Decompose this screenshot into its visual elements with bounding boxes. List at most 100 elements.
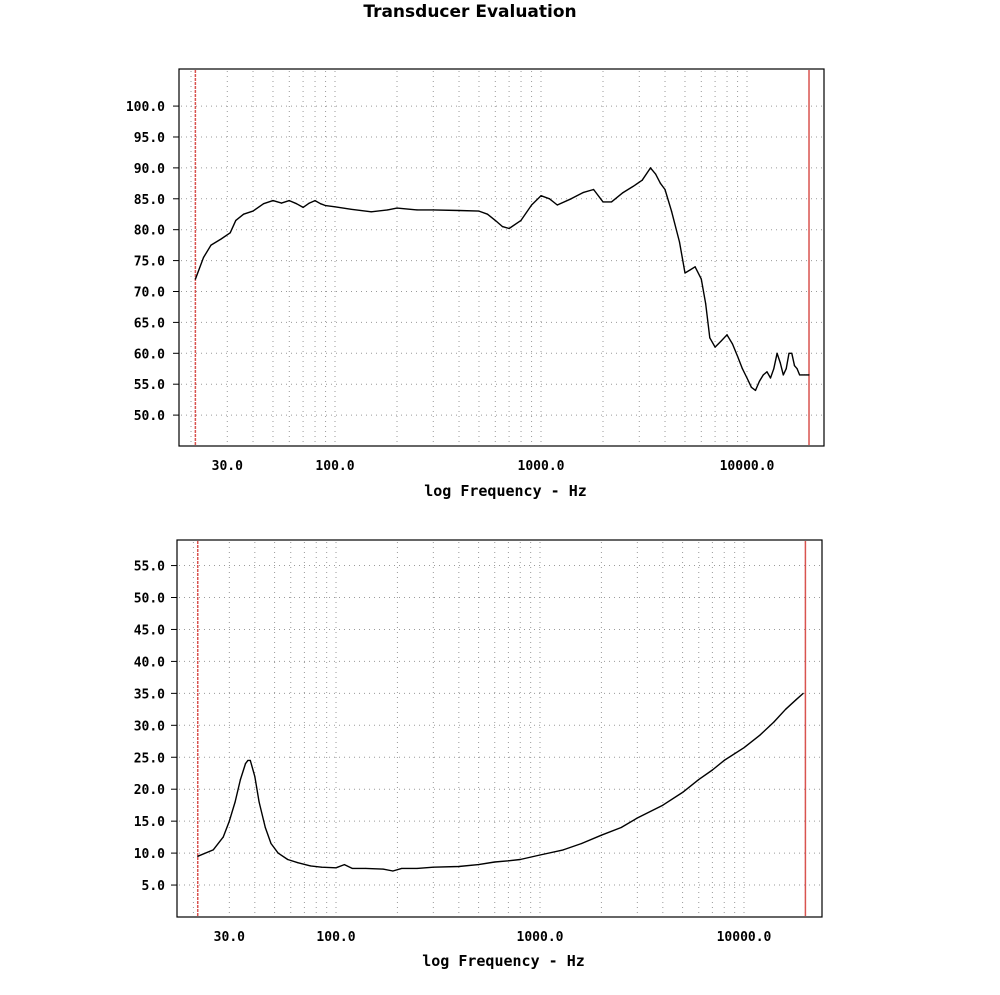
data-point xyxy=(396,207,398,209)
data-point xyxy=(458,209,460,212)
data-point xyxy=(334,206,336,208)
data-point xyxy=(700,278,702,280)
y-tick-label: 50.0 xyxy=(134,592,165,607)
data-point xyxy=(746,377,748,379)
y-tick-label: 95.0 xyxy=(134,131,165,146)
data-point xyxy=(705,303,707,305)
data-point xyxy=(280,202,283,204)
data-point xyxy=(769,377,772,379)
data-point xyxy=(501,225,504,228)
y-tick-label: 100.0 xyxy=(126,100,165,115)
data-point xyxy=(335,867,337,869)
x-tick-label: 100.0 xyxy=(315,459,354,474)
data-point xyxy=(782,374,784,376)
data-point xyxy=(416,867,418,870)
y-tick-label: 50.0 xyxy=(134,409,165,424)
data-point xyxy=(662,804,664,806)
y-tick-label: 5.0 xyxy=(142,879,166,894)
data-point xyxy=(801,374,803,376)
data-point xyxy=(249,759,251,762)
data-point xyxy=(741,368,744,370)
data-point xyxy=(678,241,681,243)
y-tick-label: 35.0 xyxy=(134,687,165,702)
data-point xyxy=(520,219,522,222)
data-point xyxy=(689,269,691,271)
data-point xyxy=(235,219,237,222)
data-point xyxy=(754,389,757,391)
data-point xyxy=(386,209,389,211)
data-point xyxy=(244,763,247,765)
y-tick-label: 60.0 xyxy=(134,347,165,362)
data-point xyxy=(664,188,666,191)
data-point xyxy=(802,692,804,694)
data-point xyxy=(350,208,352,210)
data-point xyxy=(684,272,686,274)
data-point xyxy=(649,167,652,169)
y-tick-label: 90.0 xyxy=(134,162,165,177)
data-point xyxy=(262,203,265,205)
data-point xyxy=(365,867,367,870)
y-tick-label: 75.0 xyxy=(134,255,165,270)
chart-title: Transducer Evaluation xyxy=(363,2,577,22)
data-point xyxy=(228,820,230,822)
data-point xyxy=(272,200,274,202)
data-point xyxy=(220,238,222,240)
data-point xyxy=(636,817,638,819)
data-point xyxy=(620,826,622,829)
data-point xyxy=(392,870,394,872)
data-point xyxy=(258,801,260,803)
y-tick-label: 55.0 xyxy=(134,378,165,393)
data-point xyxy=(287,858,289,861)
data-point xyxy=(202,256,205,259)
data-point xyxy=(288,200,290,202)
data-point xyxy=(762,374,764,376)
data-point xyxy=(581,842,583,845)
data-point xyxy=(654,173,657,175)
data-point xyxy=(798,374,801,376)
data-point xyxy=(776,352,778,354)
data-point xyxy=(592,188,595,191)
y-tick-label: 65.0 xyxy=(134,316,165,331)
data-point xyxy=(803,374,806,376)
y-tick-label: 30.0 xyxy=(134,719,165,734)
data-point xyxy=(194,278,196,280)
data-point xyxy=(247,759,249,762)
data-point xyxy=(785,368,787,370)
data-point xyxy=(791,352,793,354)
data-point xyxy=(582,192,584,194)
data-point xyxy=(239,779,242,781)
y-tick-label: 70.0 xyxy=(134,285,165,300)
data-point xyxy=(785,708,787,710)
data-point xyxy=(796,368,798,370)
data-point xyxy=(458,865,460,868)
x-tick-label: 1000.0 xyxy=(518,459,565,474)
data-point xyxy=(507,860,509,862)
data-point xyxy=(743,747,745,749)
y-tick-label: 40.0 xyxy=(134,655,165,670)
data-point xyxy=(401,867,403,870)
data-point xyxy=(632,185,634,188)
data-point xyxy=(314,200,316,202)
y-tick-label: 25.0 xyxy=(134,751,165,766)
data-point xyxy=(773,368,775,370)
y-tick-label: 85.0 xyxy=(134,193,165,208)
data-point xyxy=(252,210,254,212)
data-point xyxy=(530,204,533,206)
frequency-response-chart: 50.0 55.0 60.0 65.0 70.0 75.0 80.0 85.0 90.0 95.0… xyxy=(126,68,825,500)
y-tick-label: 20.0 xyxy=(134,783,165,798)
y-tick-label: 10.0 xyxy=(134,847,165,862)
data-point xyxy=(308,202,310,204)
y-tick-label: 80.0 xyxy=(134,224,165,239)
grid xyxy=(181,71,822,444)
data-point xyxy=(416,209,418,211)
data-point xyxy=(694,266,696,268)
data-point xyxy=(562,849,564,851)
x-tick-label: 30.0 xyxy=(214,930,245,945)
x-axis-title: log Frequency - Hz xyxy=(422,952,585,970)
data-point xyxy=(681,791,684,793)
data-point xyxy=(759,734,761,736)
plot-frame xyxy=(176,539,823,918)
data-point xyxy=(793,365,796,367)
data-point xyxy=(494,219,496,222)
